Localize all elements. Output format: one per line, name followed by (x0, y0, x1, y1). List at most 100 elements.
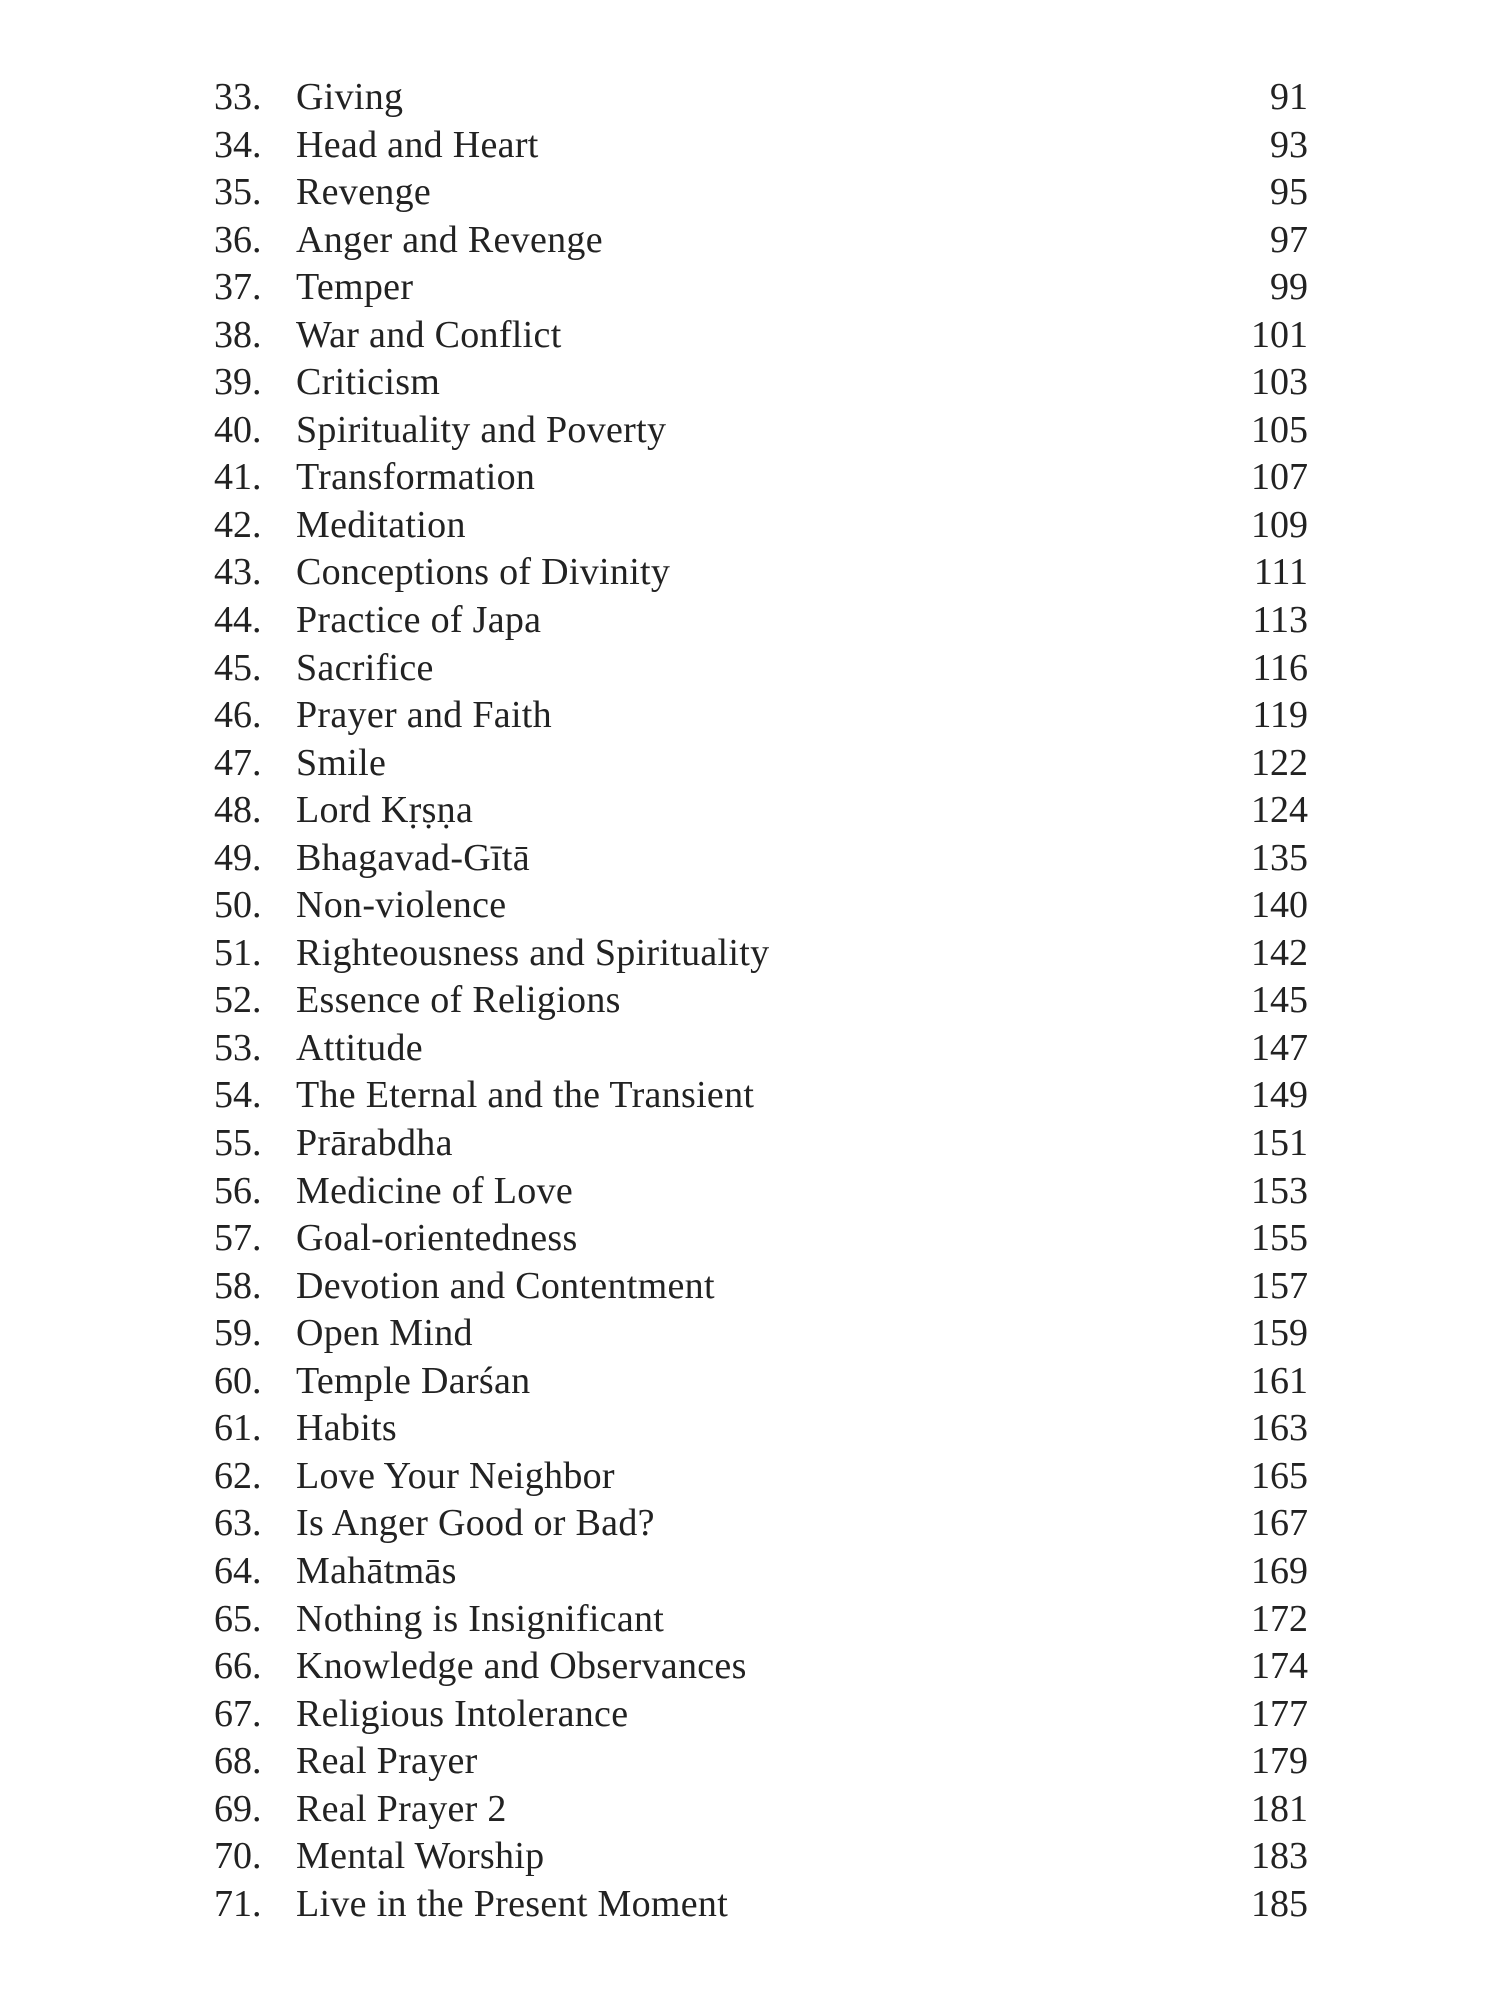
chapter-number: 33. (214, 76, 262, 118)
chapter-number: 66. (214, 1645, 262, 1688)
page-number: 174 (1251, 1645, 1308, 1688)
chapter-title: Smile (296, 741, 387, 784)
toc-entry: 59. Open Mind 159 (0, 1310, 1500, 1358)
chapter-title: Real Prayer 2 (296, 1787, 507, 1830)
table-of-contents: 33. Giving 91 34. Head and Heart 93 35. Revenge… (0, 74, 1500, 1928)
toc-entry: 70. Mental Worship 183 (0, 1833, 1500, 1881)
chapter-number: 41. (214, 456, 262, 499)
chapter-title: Temple Darśan (296, 1359, 531, 1402)
chapter-title: Lord Kṛṣṇa (296, 789, 474, 832)
toc-entry: 54. The Eternal and the Transient 149 (0, 1072, 1500, 1120)
chapter-title: War and Conflict (296, 313, 562, 356)
toc-entry: 50. Non-violence 140 (0, 882, 1500, 930)
toc-entry: 35. Revenge 95 (0, 169, 1500, 217)
toc-entry: 39. Criticism 103 (0, 359, 1500, 407)
chapter-title: Head and Heart (296, 123, 539, 166)
page-number: 177 (1251, 1692, 1308, 1735)
chapter-number: 43. (214, 551, 262, 594)
chapter-title: Meditation (296, 503, 466, 546)
chapter-number: 50. (214, 884, 262, 927)
toc-entry: 36. Anger and Revenge 97 (0, 217, 1500, 265)
toc-entry: 55. Prārabdha 151 (0, 1120, 1500, 1168)
chapter-title: Live in the Present Moment (296, 1882, 729, 1925)
chapter-number: 55. (214, 1122, 262, 1165)
toc-entry: 45. Sacrifice 116 (0, 645, 1500, 693)
chapter-number: 63. (214, 1502, 262, 1545)
chapter-number: 65. (214, 1597, 262, 1640)
toc-entry: 62. Love Your Neighbor 165 (0, 1453, 1500, 1501)
toc-entry: 69. Real Prayer 2 181 (0, 1786, 1500, 1834)
chapter-number: 69. (214, 1787, 262, 1830)
chapter-title: Anger and Revenge (296, 218, 603, 261)
chapter-title: Prārabdha (296, 1122, 453, 1165)
chapter-number: 59. (214, 1312, 262, 1355)
chapter-number: 44. (214, 599, 262, 642)
toc-entry: 57. Goal-orientedness 155 (0, 1215, 1500, 1263)
page-number: 109 (1251, 503, 1308, 546)
page-number: 119 (1252, 694, 1308, 737)
chapter-title: Nothing is Insignificant (296, 1597, 665, 1640)
toc-entry: 52. Essence of Religions 145 (0, 977, 1500, 1025)
chapter-number: 42. (214, 503, 262, 546)
chapter-title: The Eternal and the Transient (296, 1074, 755, 1117)
chapter-title: Essence of Religions (296, 979, 621, 1022)
page-number: 105 (1251, 408, 1308, 451)
page-number: 97 (1270, 218, 1308, 261)
page-number: 107 (1251, 456, 1308, 499)
page-number: 151 (1251, 1122, 1308, 1165)
chapter-title: Spirituality and Poverty (296, 408, 667, 451)
chapter-title: Is Anger Good or Bad? (296, 1502, 655, 1545)
toc-entry: 48. Lord Kṛṣṇa 124 (0, 787, 1500, 835)
toc-entry: 58. Devotion and Contentment 157 (0, 1263, 1500, 1311)
chapter-title: Habits (296, 1407, 398, 1450)
chapter-number: 60. (214, 1359, 262, 1402)
toc-entry: 61. Habits 163 (0, 1405, 1500, 1453)
page-number: 111 (1253, 551, 1308, 594)
chapter-number: 46. (214, 694, 262, 737)
chapter-title: Attitude (296, 1026, 423, 1069)
chapter-number: 57. (214, 1217, 262, 1260)
toc-entry: 67. Religious Intolerance 177 (0, 1691, 1500, 1739)
chapter-title: Temper (296, 266, 414, 309)
chapter-number: 49. (214, 836, 262, 879)
page-number: 99 (1270, 266, 1308, 309)
page-number: 101 (1251, 313, 1308, 356)
page-number: 142 (1251, 931, 1308, 974)
page-number: 113 (1252, 599, 1308, 642)
chapter-number: 35. (214, 171, 262, 214)
chapter-title: Criticism (296, 361, 441, 404)
page-number: 140 (1251, 884, 1308, 927)
chapter-number: 54. (214, 1074, 262, 1117)
chapter-number: 40. (214, 408, 262, 451)
chapter-title: Conceptions of Divinity (296, 551, 671, 594)
chapter-number: 48. (214, 789, 262, 832)
chapter-number: 58. (214, 1264, 262, 1307)
chapter-number: 56. (214, 1169, 262, 1212)
toc-entry: 42. Meditation 109 (0, 502, 1500, 550)
page-number: 172 (1251, 1597, 1308, 1640)
toc-entry: 66. Knowledge and Observances 174 (0, 1643, 1500, 1691)
chapter-title: Bhagavad-Gītā (296, 836, 530, 879)
chapter-title: Open Mind (296, 1312, 473, 1355)
toc-entry: 64. Mahātmās 169 (0, 1548, 1500, 1596)
page-number: 165 (1251, 1454, 1308, 1497)
chapter-title: Religious Intolerance (296, 1692, 629, 1735)
chapter-number: 67. (214, 1692, 262, 1735)
chapter-number: 39. (214, 361, 262, 404)
toc-entry: 65. Nothing is Insignificant 172 (0, 1596, 1500, 1644)
chapter-title: Transformation (296, 456, 536, 499)
chapter-number: 64. (214, 1549, 262, 1592)
toc-entry: 56. Medicine of Love 153 (0, 1168, 1500, 1216)
page-number: 185 (1251, 1882, 1308, 1925)
chapter-title: Knowledge and Observances (296, 1645, 747, 1688)
page-number: 122 (1251, 741, 1308, 784)
page-number: 135 (1251, 836, 1308, 879)
page-number: 124 (1251, 789, 1308, 832)
chapter-title: Medicine of Love (296, 1169, 574, 1212)
toc-entry: 60. Temple Darśan 161 (0, 1358, 1500, 1406)
toc-entry: 51. Righteousness and Spirituality 142 (0, 930, 1500, 978)
page-number: 181 (1251, 1787, 1308, 1830)
toc-entry: 44. Practice of Japa 113 (0, 597, 1500, 645)
chapter-number: 34. (214, 123, 262, 166)
toc-entry: 49. Bhagavad-Gītā 135 (0, 835, 1500, 883)
